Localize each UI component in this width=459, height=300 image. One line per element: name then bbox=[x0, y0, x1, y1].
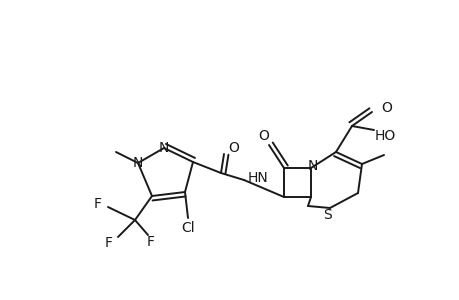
Text: O: O bbox=[228, 141, 238, 155]
Text: F: F bbox=[94, 197, 102, 211]
Text: O: O bbox=[380, 101, 391, 115]
Text: N: N bbox=[158, 141, 169, 155]
Text: HN: HN bbox=[247, 171, 268, 185]
Text: Cl: Cl bbox=[181, 221, 195, 235]
Text: N: N bbox=[133, 156, 143, 170]
Text: F: F bbox=[105, 236, 113, 250]
Text: HO: HO bbox=[374, 129, 395, 143]
Text: S: S bbox=[323, 208, 332, 222]
Text: F: F bbox=[147, 235, 155, 249]
Text: O: O bbox=[258, 129, 269, 143]
Text: N: N bbox=[307, 159, 318, 173]
